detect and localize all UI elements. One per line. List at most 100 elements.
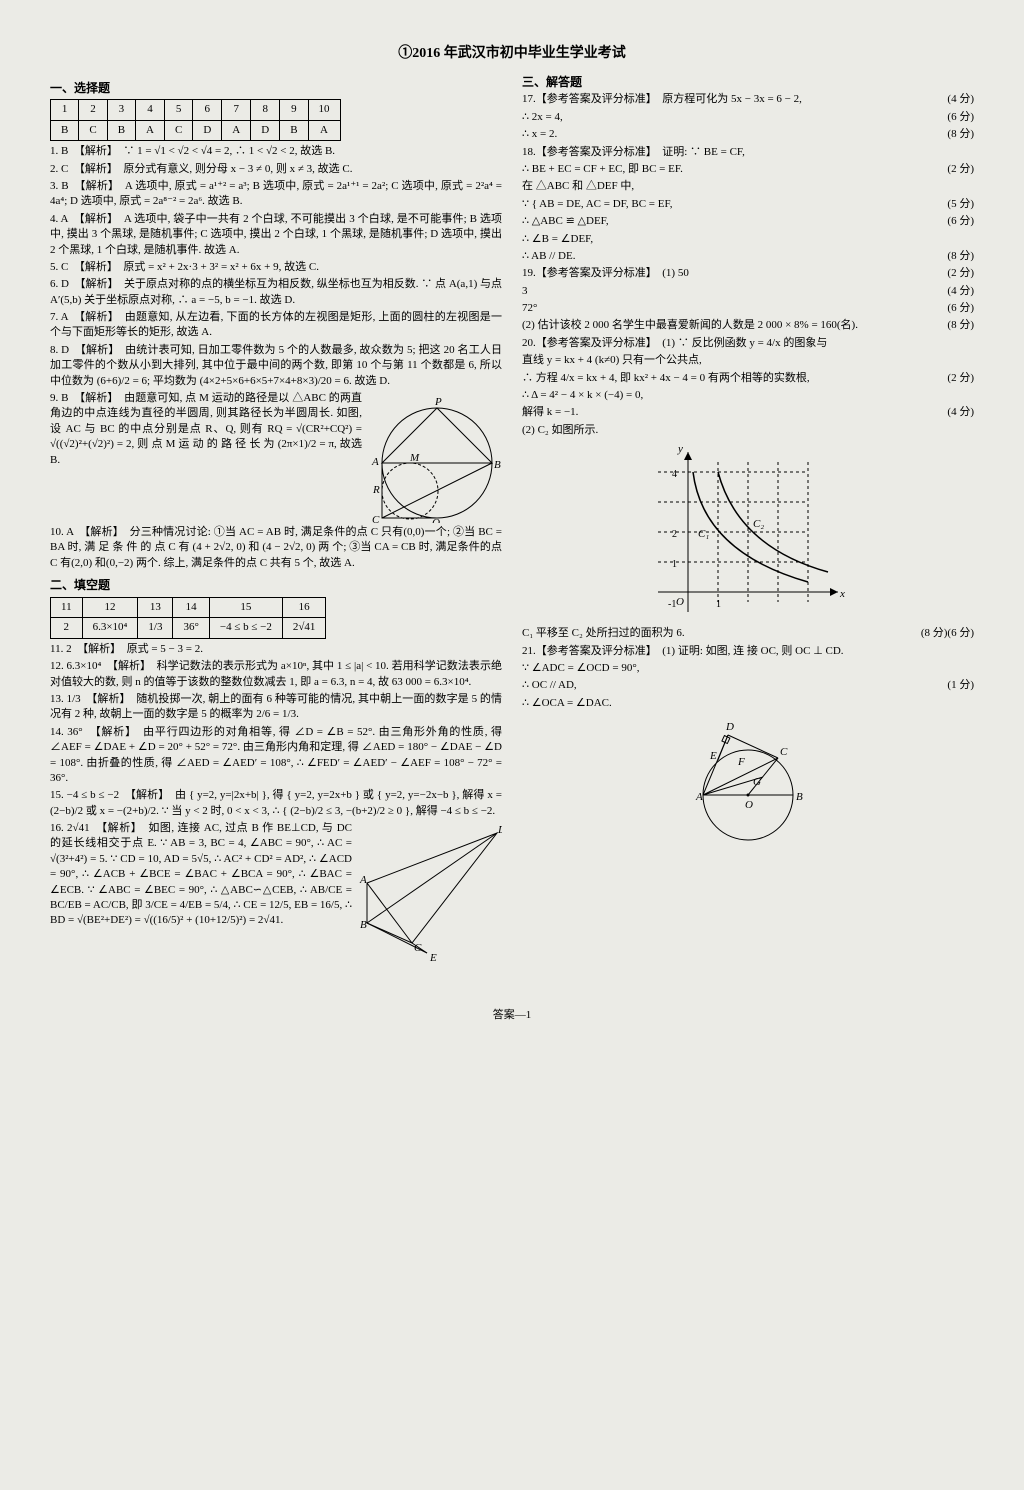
svg-text:A: A [371, 456, 379, 468]
svg-text:D: D [725, 721, 734, 733]
q16-text: 16. 2√41 【解析】 如图, 连接 AC, 过点 B 作 BE⊥CD, 与… [50, 822, 352, 926]
ct-a: B [280, 120, 308, 140]
ct-h: 2 [79, 100, 107, 120]
q19b: 3(4 分) [522, 284, 974, 299]
q7: 7. A 【解析】 由题意知, 从左边看, 下面的长方体的左视图是矩形, 上面的… [50, 310, 502, 341]
ct-a: A [136, 120, 165, 140]
q20c: ∴ 方程 4/x = kx + 4, 即 kx² + 4x − 4 = 0 有两… [522, 371, 974, 386]
ct-h: 10 [308, 100, 340, 120]
ft-a: 2√41 [282, 618, 326, 638]
q6: 6. D 【解析】 关于原点对称的点的横坐标互为相反数, 纵坐标也互为相反数. … [50, 277, 502, 308]
ft-a: 2 [51, 618, 83, 638]
q9-diagram: P A C B M R Q [362, 393, 502, 523]
mark: (4 分) [947, 284, 974, 299]
mark: (2 分) [947, 371, 974, 386]
ct-a: A [222, 120, 251, 140]
section-answer: 三、解答题 [522, 74, 974, 91]
q20-graph: x y O 4 2 1 -1 1 C₁ C₂ [522, 442, 974, 622]
ct-h: 4 [136, 100, 165, 120]
mark: (8 分) [947, 249, 974, 264]
q4: 4. A 【解析】 A 选项中, 袋子中一共有 2 个白球, 不可能摸出 3 个… [50, 212, 502, 258]
mark: (2 分) [947, 266, 974, 281]
q18d: ∵ { AB = DE, AC = DF, BC = EF,(5 分) [522, 197, 974, 212]
q20f: (2) C₂ 如图所示. [522, 423, 974, 438]
svg-text:C₁: C₁ [698, 528, 709, 540]
mark: (6 分) [947, 626, 974, 641]
section-choice: 一、选择题 [50, 80, 502, 97]
svg-text:1: 1 [672, 559, 677, 570]
svg-text:R: R [372, 484, 380, 496]
svg-text:D: D [497, 824, 502, 836]
ct-a: B [107, 120, 135, 140]
svg-text:1: 1 [716, 599, 721, 610]
ct-h: 7 [222, 100, 251, 120]
svg-text:O: O [745, 799, 753, 811]
mark: (4 分) [947, 405, 974, 420]
svg-text:B: B [796, 791, 803, 803]
mark: (6 分) [947, 301, 974, 316]
q18g: ∴ AB // DE.(8 分) [522, 249, 974, 264]
q16: A B C D E 16. 2√41 【解析】 如图, 连接 AC, 过点 B … [50, 821, 502, 929]
svg-text:E: E [429, 952, 437, 964]
q18a: 18.【参考答案及评分标准】 证明: ∵ BE = CF, [522, 145, 974, 160]
q9-text: 9. B 【解析】 由题意可知, 点 M 运动的路径是以 △ABC 的两直角边的… [50, 392, 362, 466]
svg-text:y: y [677, 443, 683, 455]
q21a: 21.【参考答案及评分标准】 (1) 证明: 如图, 连 接 OC, 则 OC … [522, 644, 974, 659]
page-footer: 答案—1 [50, 1008, 974, 1023]
svg-text:C₂: C₂ [753, 518, 764, 530]
q17b: ∴ 2x = 4,(6 分) [522, 110, 974, 125]
ft-h: 13 [138, 598, 173, 618]
ft-a: 6.3×10⁴ [82, 618, 138, 638]
mark: (8 分) [921, 626, 948, 641]
q16-diagram: A B C D E [352, 823, 502, 973]
mark: (6 分) [947, 214, 974, 229]
ft-a: −4 ≤ b ≤ −2 [209, 618, 282, 638]
ft-h: 11 [51, 598, 83, 618]
ct-h: 3 [107, 100, 135, 120]
ct-a: A [308, 120, 340, 140]
svg-text:A: A [695, 791, 703, 803]
q18e: ∴ △ABC ≌ △DEF,(6 分) [522, 214, 974, 229]
section-fill: 二、填空题 [50, 577, 502, 594]
mark: (8 分) [947, 318, 974, 333]
q12: 12. 6.3×10⁴ 【解析】 科学记数法的表示形式为 a×10ⁿ, 其中 1… [50, 659, 502, 690]
svg-text:C: C [780, 746, 788, 758]
q21b: ∵ ∠ADC = ∠OCD = 90°, [522, 661, 974, 676]
svg-text:x: x [839, 588, 845, 600]
q20b: 直线 y = kx + 4 (k≠0) 只有一个公共点, [522, 353, 974, 368]
ct-h: 6 [193, 100, 222, 120]
q19c: 72°(6 分) [522, 301, 974, 316]
q21c: ∴ OC // AD,(1 分) [522, 678, 974, 693]
q15: 15. −4 ≤ b ≤ −2 【解析】 由 { y=2, y=|2x+b| }… [50, 788, 502, 819]
q14: 14. 36° 【解析】 由平行四边形的对角相等, 得 ∠D = ∠B = 52… [50, 725, 502, 787]
ft-h: 12 [82, 598, 138, 618]
mark: (2 分) [947, 162, 974, 177]
ft-h: 15 [209, 598, 282, 618]
q13: 13. 1/3 【解析】 随机投掷一次, 朝上的面有 6 种等可能的情况, 其中… [50, 692, 502, 723]
ct-a: B [51, 120, 79, 140]
mark: (5 分) [947, 197, 974, 212]
fill-table: 11 12 13 14 15 16 2 6.3×10⁴ 1/3 36° −4 ≤… [50, 597, 326, 639]
mark: (4 分) [947, 92, 974, 107]
q20h: C₁ 平移至 C₂ 处所扫过的面积为 6.(8 分) [522, 626, 974, 641]
ft-a: 36° [173, 618, 209, 638]
svg-text:G: G [753, 776, 761, 788]
q17a: 17.【参考答案及评分标准】 原方程可化为 5x − 3x = 6 − 2,(4… [522, 92, 974, 107]
ft-h: 14 [173, 598, 209, 618]
q11: 11. 2 【解析】 原式 = 5 − 3 = 2. [50, 642, 502, 657]
q18c: 在 △ABC 和 △DEF 中, [522, 179, 974, 194]
q18f: ∴ ∠B = ∠DEF, [522, 232, 974, 247]
svg-text:O: O [676, 596, 684, 608]
q19a: 19.【参考答案及评分标准】 (1) 50(2 分) [522, 266, 974, 281]
q5: 5. C 【解析】 原式 = x² + 2x·3 + 3² = x² + 6x … [50, 260, 502, 275]
q1: 1. B 【解析】 ∵ 1 = √1 < √2 < √4 = 2, ∴ 1 < … [50, 144, 502, 159]
ct-h: 9 [280, 100, 308, 120]
svg-text:4: 4 [672, 469, 677, 480]
svg-text:B: B [360, 919, 367, 931]
q3: 3. B 【解析】 A 选项中, 原式 = a¹⁺² = a³; B 选项中, … [50, 179, 502, 210]
ct-a: D [193, 120, 222, 140]
svg-text:C: C [414, 942, 422, 954]
q17c: ∴ x = 2.(8 分) [522, 127, 974, 142]
q9: P A C B M R Q 9. B 【解析】 由题意可知, 点 M 运动的路径… [50, 391, 502, 468]
q8: 8. D 【解析】 由统计表可知, 日加工零件数为 5 个的人数最多, 故众数为… [50, 343, 502, 389]
